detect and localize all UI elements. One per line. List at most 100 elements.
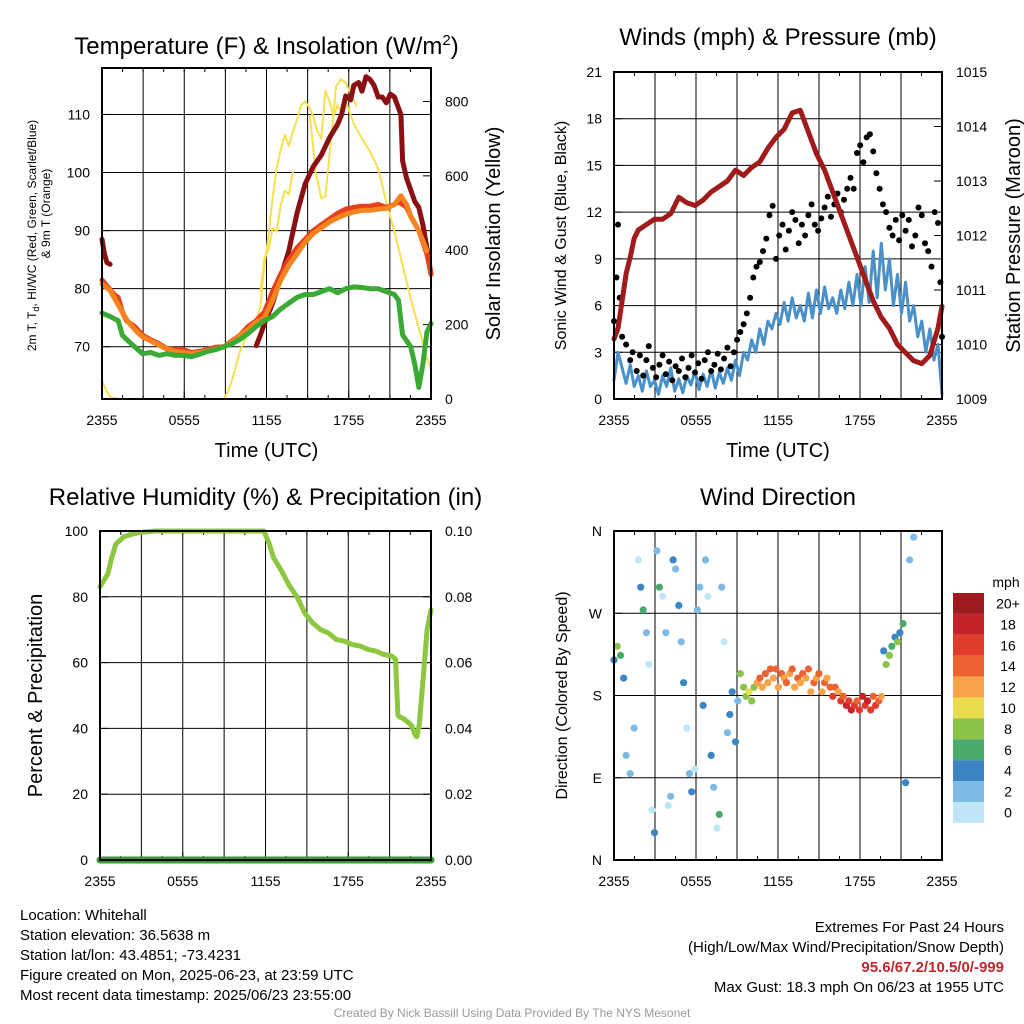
- y-label-sub: d: [31, 307, 41, 312]
- direction-point: [622, 751, 630, 760]
- direction-point: [669, 556, 677, 564]
- y-tick-label: 40: [72, 720, 88, 736]
- direction-point: [634, 556, 642, 564]
- gust-point: [902, 227, 909, 234]
- direction-point: [863, 697, 872, 705]
- y-tick-label: 0: [594, 391, 602, 407]
- direction-point: [691, 765, 699, 773]
- x-tick-label: 1755: [333, 412, 364, 428]
- direction-point: [736, 670, 744, 678]
- gust-point: [619, 333, 626, 340]
- gust-point: [766, 212, 773, 219]
- direction-point: [645, 660, 653, 669]
- gust-point: [854, 150, 860, 156]
- direction-point: [906, 556, 914, 564]
- gust-point: [640, 372, 647, 379]
- x-tick-label: 1155: [251, 412, 281, 428]
- y-tick-label: 9: [594, 251, 602, 267]
- gust-point: [760, 248, 766, 255]
- gust-point: [714, 350, 721, 357]
- temperature-series-line: [101, 89, 432, 400]
- gust-point: [753, 263, 760, 270]
- direction-point: [726, 710, 734, 719]
- plot-border: [99, 530, 432, 861]
- chart-title: Wind Direction: [700, 484, 856, 511]
- legend-label: 20+: [996, 596, 1020, 612]
- direction-point: [823, 674, 831, 682]
- gust-point: [779, 221, 786, 228]
- x-tick-label: 1755: [844, 873, 875, 889]
- direction-point: [720, 638, 728, 646]
- gust-point: [844, 185, 851, 192]
- y-tick-label: S: [593, 688, 602, 704]
- x-tick-label: 2355: [598, 412, 629, 428]
- gust-point: [918, 212, 925, 219]
- extremes-box: Extremes For Past 24 Hours (High/Low/Max…: [688, 918, 1004, 998]
- direction-point: [885, 651, 894, 660]
- direction-point: [910, 533, 918, 541]
- direction-point: [882, 660, 890, 669]
- direction-point: [688, 788, 696, 796]
- direction-point: [802, 674, 810, 682]
- chart-title-end: ): [451, 33, 459, 60]
- direction-point: [710, 783, 718, 791]
- x-tick-label: 1755: [844, 412, 875, 428]
- y-tick-label: 110: [68, 106, 91, 122]
- legend-label: 6: [1004, 742, 1012, 758]
- chart-title: Winds (mph) & Pressure (mb): [619, 24, 936, 51]
- temperature-series-line: [99, 193, 430, 357]
- y-right-tick-label: 0.06: [445, 655, 472, 671]
- direction-point: [675, 601, 683, 610]
- temperature-series-line: [99, 284, 434, 390]
- legend-swatch: [953, 718, 984, 740]
- gust-point: [899, 212, 906, 219]
- y-axis-label-left: Sonic Wind & Gust (Blue, Black): [553, 121, 570, 350]
- legend-swatch: [953, 802, 984, 823]
- y-right-tick-label: 1014: [956, 119, 987, 135]
- gust-point: [782, 246, 789, 253]
- gust-point: [737, 329, 744, 335]
- gust-point: [629, 349, 636, 356]
- legend-label: 16: [1000, 637, 1016, 653]
- plot-border: [613, 71, 943, 400]
- direction-point: [853, 697, 861, 705]
- direction-point: [683, 724, 691, 732]
- gust-point: [662, 371, 669, 378]
- x-tick-label: 2355: [86, 412, 117, 428]
- gust-point: [873, 170, 880, 177]
- direction-point: [877, 692, 885, 700]
- legend-label: 14: [1000, 658, 1016, 674]
- x-tick-label: 2355: [926, 412, 957, 428]
- gust-point: [785, 227, 792, 234]
- y-tick-label: 60: [72, 655, 88, 671]
- x-tick-label: 1155: [250, 873, 280, 889]
- legend-label: 0: [1004, 805, 1012, 821]
- direction-point: [869, 692, 877, 700]
- direction-point: [829, 692, 837, 700]
- direction-point: [696, 583, 704, 591]
- legend-label: 8: [1004, 721, 1012, 737]
- gust-point: [743, 310, 750, 317]
- direction-point: [648, 806, 656, 814]
- y-axis-label-right: Solar Insolation (Yellow): [483, 127, 505, 341]
- y-axis-label-left: Direction (Colored By Speed): [554, 591, 571, 799]
- legend-swatch: [953, 739, 984, 761]
- direction-point: [880, 647, 888, 655]
- direction-point: [685, 770, 693, 778]
- direction-point: [766, 665, 774, 673]
- y-tick-label: W: [589, 605, 603, 621]
- direction-point: [693, 606, 702, 614]
- gust-point: [747, 294, 754, 301]
- gust-point: [643, 357, 650, 364]
- direction-point: [734, 697, 742, 705]
- direction-point: [659, 592, 667, 600]
- gust-point: [704, 349, 711, 356]
- x-tick-label: 2355: [84, 873, 115, 889]
- x-tick-label: 2355: [598, 873, 629, 889]
- gust-point: [711, 361, 718, 368]
- direction-point: [815, 670, 823, 678]
- gust-point: [708, 368, 715, 374]
- legend-swatch: [953, 697, 984, 719]
- gust-point: [773, 255, 779, 262]
- x-tick-label: 0555: [680, 873, 711, 889]
